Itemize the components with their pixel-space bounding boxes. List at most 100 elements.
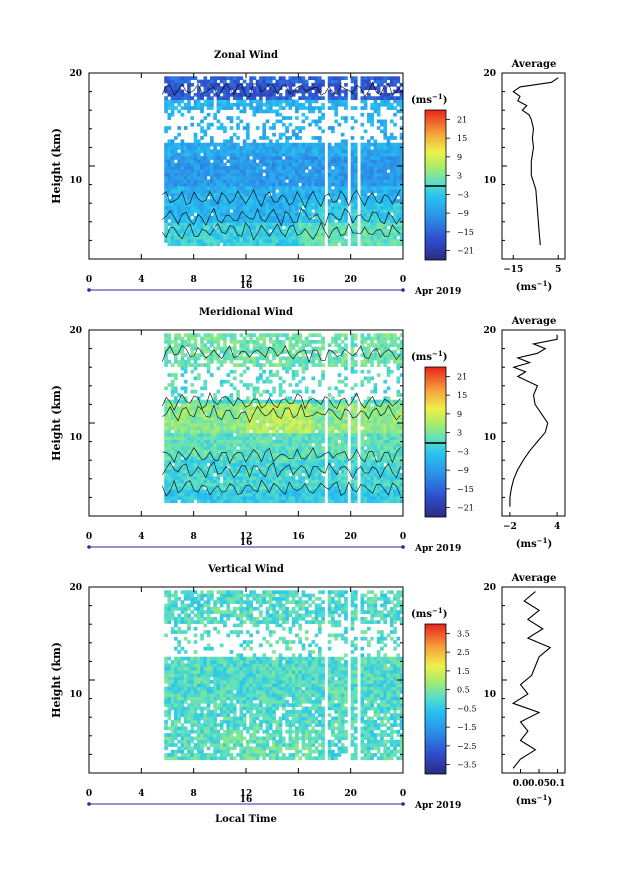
heatmap-cell: [376, 209, 381, 213]
heatmap-cell: [200, 472, 204, 477]
heatmap-cell: [167, 182, 172, 187]
heatmap-cell: [344, 96, 348, 100]
heatmap-cell: [291, 205, 296, 210]
heatmap-cell: [321, 242, 325, 247]
heatmap-cell: [190, 496, 195, 500]
heatmap-cell: [370, 202, 374, 207]
heatmap-cell: [242, 159, 247, 164]
heatmap-cell: [246, 439, 250, 444]
heatmap-cell: [223, 333, 227, 338]
heatmap-cell: [262, 353, 267, 357]
heatmap-cell: [360, 172, 365, 177]
profile-y-tick: 10: [483, 176, 496, 186]
heatmap-cell: [203, 116, 208, 120]
heatmap-cell: [246, 152, 250, 157]
heatmap-cell: [193, 449, 198, 454]
heatmap-cell: [164, 76, 168, 81]
heatmap-cell: [180, 202, 185, 207]
heatmap-cell: [291, 333, 296, 338]
heatmap-cell: [291, 419, 296, 424]
heatmap-cell: [200, 179, 204, 184]
heatmap-cell: [232, 386, 237, 391]
heatmap-cell: [232, 349, 237, 354]
heatmap-cell: [327, 166, 332, 170]
heatmap-cell: [327, 189, 332, 193]
heatmap-cell: [174, 386, 178, 391]
heatmap-cell: [246, 232, 250, 237]
heatmap-cell: [262, 379, 267, 384]
heatmap-cell: [255, 215, 260, 220]
heatmap-cell: [196, 159, 201, 164]
heatmap-cell: [278, 456, 283, 460]
heatmap-cell: [232, 466, 237, 470]
heatmap-cell: [170, 426, 175, 431]
heatmap-cell: [288, 489, 293, 494]
heatmap-cell: [259, 136, 263, 140]
heatmap-cell: [180, 96, 185, 100]
heatmap-cell: [196, 199, 201, 203]
heatmap-cell: [396, 162, 401, 167]
heatmap-cell: [373, 242, 378, 247]
heatmap-cell: [170, 149, 175, 154]
heatmap-cell: [317, 79, 322, 84]
heatmap-cell: [242, 175, 247, 180]
heatmap-cell: [223, 479, 227, 484]
heatmap-cell: [370, 96, 374, 100]
heatmap-cell: [278, 419, 283, 424]
heatmap-cell: [278, 202, 283, 207]
heatmap-cell: [304, 142, 309, 147]
heatmap-cell: [242, 179, 247, 184]
heatmap-cell: [196, 419, 201, 424]
heatmap-cell: [367, 82, 371, 87]
heatmap-cell: [360, 149, 365, 154]
heatmap-cell: [285, 169, 289, 174]
heatmap-cell: [259, 185, 263, 190]
heatmap-cell: [246, 172, 250, 177]
heatmap-cell: [288, 152, 293, 157]
heatmap-cell: [308, 449, 312, 454]
heatmap-cell: [259, 82, 263, 87]
heatmap-cell: [288, 363, 293, 367]
heatmap-cell: [246, 212, 250, 217]
heatmap-cell: [249, 359, 253, 364]
heatmap-cell: [285, 359, 289, 364]
heatmap-cell: [196, 209, 201, 213]
heatmap-cell: [285, 462, 289, 467]
heatmap-cell: [213, 449, 217, 454]
heatmap-cell: [219, 76, 224, 81]
heatmap-cell: [249, 442, 253, 447]
heatmap-cell: [285, 242, 289, 247]
heatmap-cell: [337, 152, 342, 157]
heatmap-cell: [167, 239, 172, 243]
heatmap-cell: [190, 416, 195, 421]
heatmap-cell: [203, 209, 208, 213]
heatmap-cell: [203, 212, 208, 217]
heatmap-cell: [193, 152, 198, 157]
heatmap-cell: [301, 76, 306, 81]
heatmap-cell: [236, 426, 240, 431]
heatmap-cell: [298, 469, 302, 474]
heatmap-cell: [183, 476, 188, 480]
heatmap-cell: [174, 333, 178, 338]
heatmap-cell: [210, 156, 214, 160]
heatmap-cell: [177, 222, 181, 227]
heatmap-cell: [196, 442, 201, 447]
heatmap-cell: [177, 232, 181, 237]
heatmap-cell: [252, 456, 257, 460]
heatmap-cell: [216, 205, 221, 210]
heatmap-cell: [278, 406, 283, 411]
heatmap-cell: [262, 333, 267, 338]
heatmap-cell: [249, 399, 253, 404]
heatmap-cell: [210, 235, 214, 240]
heatmap-cell: [255, 92, 260, 97]
heatmap-cell: [229, 459, 234, 464]
heatmap-cell: [353, 119, 358, 124]
heatmap-cell: [285, 212, 289, 217]
heatmap-cell: [386, 235, 391, 240]
heatmap-cell: [246, 122, 250, 127]
heatmap-cell: [239, 175, 244, 180]
heatmap-cell: [376, 229, 381, 233]
heatmap-cell: [285, 149, 289, 154]
heatmap-cell: [183, 166, 188, 170]
heatmap-cell: [370, 175, 374, 180]
